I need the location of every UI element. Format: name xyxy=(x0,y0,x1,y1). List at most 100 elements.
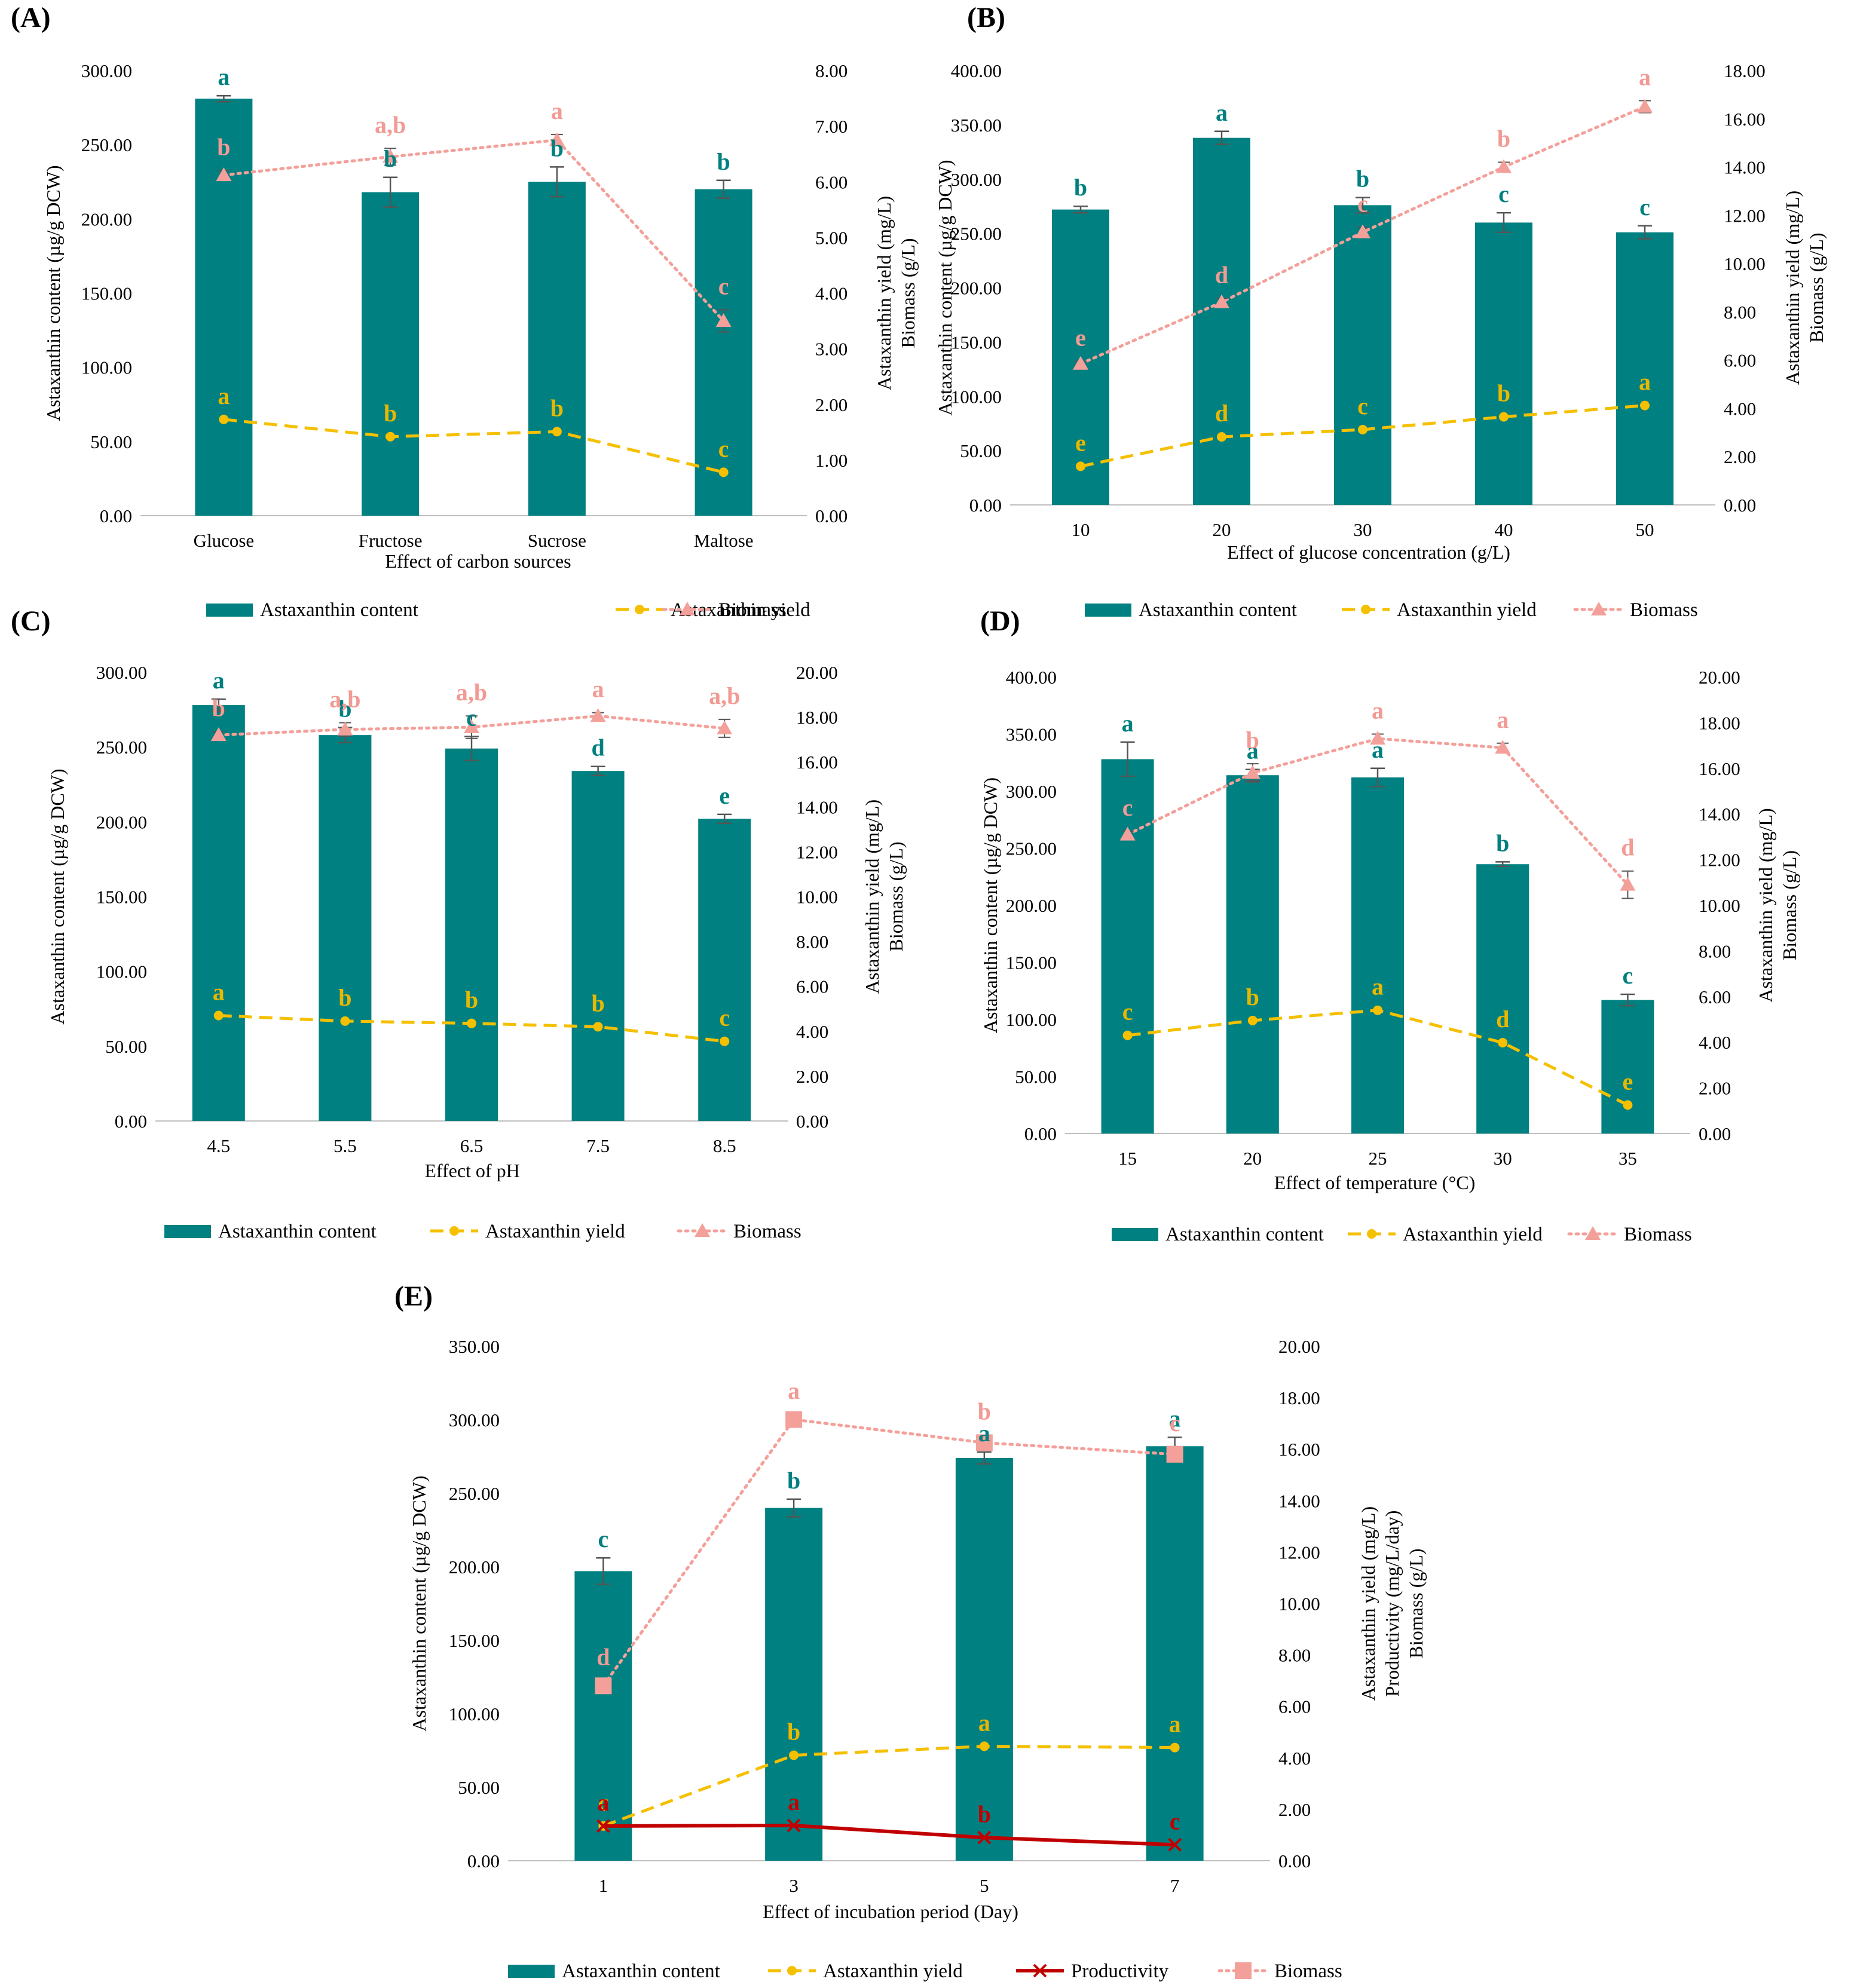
content-bar xyxy=(1475,222,1532,505)
right-tick-label: 12.00 xyxy=(1278,1542,1320,1563)
right-axis-title: Biomass (g/L) xyxy=(1405,1549,1427,1659)
right-tick-label: 6.00 xyxy=(796,976,828,997)
right-tick-label: 0.00 xyxy=(1699,1123,1731,1144)
content-error-bar xyxy=(1356,197,1370,214)
content-sig-letter: b xyxy=(717,148,730,175)
right-axis-title: Astaxanthin yield (mg/L) xyxy=(1755,808,1776,1002)
biomass-point xyxy=(1370,731,1385,745)
yield-point xyxy=(1373,1005,1382,1015)
right-tick-label: 6.00 xyxy=(1278,1696,1311,1717)
left-tick-label: 0.00 xyxy=(100,506,132,526)
right-tick-label: 8.00 xyxy=(796,932,828,952)
right-tick-label: 16.00 xyxy=(1724,109,1766,130)
right-tick-label: 0.00 xyxy=(815,506,848,526)
content-sig-letter: c xyxy=(1498,180,1509,207)
right-tick-label: 20.00 xyxy=(796,662,838,683)
yield-point xyxy=(1358,424,1367,434)
yield-sig-letter: b xyxy=(384,400,397,427)
content-sig-letter: c xyxy=(466,704,477,731)
legend-label-content: Astaxanthin content xyxy=(562,1961,720,1982)
biomass-point xyxy=(1119,826,1136,841)
biomass-sig-letter: a xyxy=(1372,697,1384,724)
content-bar xyxy=(955,1457,1013,1861)
content-error-bar xyxy=(1495,861,1510,868)
content-sig-letter: b xyxy=(1496,829,1509,856)
content-sig-letter: d xyxy=(591,734,604,761)
biomass-line xyxy=(601,1418,1177,1687)
right-tick-label: 16.00 xyxy=(1278,1439,1320,1460)
x-tick-label: Maltose xyxy=(694,530,754,551)
content-error-bar xyxy=(211,698,226,712)
legend-label-biomass: Biomass xyxy=(718,599,787,621)
yield-point xyxy=(720,1036,730,1046)
biomass-sig-letter: a xyxy=(1497,706,1509,733)
biomass-point xyxy=(785,1411,803,1428)
biomass-point xyxy=(695,1223,710,1237)
x-tick-label: 4.5 xyxy=(207,1135,230,1156)
yield-sig-letter: c xyxy=(1122,998,1133,1025)
biomass-sig-letter: d xyxy=(1215,262,1228,289)
content-bar xyxy=(574,1571,632,1861)
chart-panel-4: (E)0.0050.00100.00150.00200.00250.00300.… xyxy=(394,1281,1427,1982)
biomass-sig-letter: d xyxy=(596,1644,610,1671)
right-tick-label: 0.00 xyxy=(1724,495,1756,516)
x-axis-title: Effect of incubation period (Day) xyxy=(763,1901,1018,1922)
left-tick-label: 150.00 xyxy=(81,283,132,304)
left-axis-title: Astaxanthin content (µg/g DCW) xyxy=(980,777,1001,1033)
x-tick-label: 50 xyxy=(1636,519,1654,540)
left-tick-label: 150.00 xyxy=(951,332,1002,353)
right-tick-label: 14.00 xyxy=(1724,157,1766,178)
content-error-bar xyxy=(787,1498,801,1518)
yield-sig-letter: e xyxy=(1075,429,1086,456)
right-tick-label: 2.00 xyxy=(796,1066,828,1087)
content-sig-letter: a xyxy=(1247,737,1259,764)
left-axis-title: Astaxanthin content (µg/g DCW) xyxy=(408,1475,430,1731)
content-error-bar xyxy=(591,765,605,776)
content-error-bar xyxy=(549,166,564,198)
yield-sig-letter: c xyxy=(719,1004,730,1031)
yield-line xyxy=(602,1744,1175,1828)
biomass-point xyxy=(464,719,479,733)
x-tick-label: 35 xyxy=(1619,1148,1637,1169)
content-error-bar xyxy=(596,1557,611,1585)
biomass-sig-letter: a xyxy=(551,97,563,124)
legend-label-content: Astaxanthin content xyxy=(260,599,418,621)
right-tick-label: 4.00 xyxy=(1724,398,1756,419)
panel-label: (E) xyxy=(394,1281,433,1312)
content-sig-letter: a xyxy=(1372,736,1384,763)
x-tick-label: 30 xyxy=(1354,519,1372,540)
left-axis-title: Astaxanthin content (µg/g DCW) xyxy=(47,768,68,1024)
right-tick-label: 1.00 xyxy=(815,450,848,471)
yield-sig-letter: c xyxy=(718,435,729,462)
left-tick-label: 250.00 xyxy=(81,134,132,155)
x-tick-label: Fructose xyxy=(359,530,423,551)
panel-label: (B) xyxy=(967,2,1005,33)
biomass-sig-letter: a,b xyxy=(329,685,360,712)
yield-sig-letter: a xyxy=(213,979,225,1006)
biomass-point xyxy=(1244,765,1261,779)
biomass-sig-letter: c xyxy=(718,272,729,299)
right-tick-label: 2.00 xyxy=(815,394,848,415)
right-tick-label: 4.00 xyxy=(815,283,848,304)
x-tick-label: 7 xyxy=(1170,1875,1180,1896)
yield-point xyxy=(1623,1100,1633,1110)
yield-point xyxy=(635,605,644,614)
left-tick-label: 50.00 xyxy=(105,1036,147,1057)
left-tick-label: 200.00 xyxy=(81,209,132,229)
yield-point xyxy=(1498,1037,1508,1047)
right-tick-label: 8.00 xyxy=(1724,302,1756,323)
legend-label-yield: Astaxanthin yield xyxy=(1397,599,1537,621)
content-sig-letter: b xyxy=(1356,166,1369,192)
content-error-bar xyxy=(977,1451,992,1465)
biomass-point xyxy=(1073,356,1088,370)
left-tick-label: 400.00 xyxy=(1006,667,1057,688)
content-bar xyxy=(1101,759,1154,1134)
left-tick-label: 350.00 xyxy=(449,1336,500,1357)
yield-sig-letter: b xyxy=(787,1718,800,1745)
legend-label-content: Astaxanthin content xyxy=(1139,599,1297,621)
x-axis-title: Effect of glucose concentration (g/L) xyxy=(1227,541,1510,563)
right-axis-title: Biomass (g/L) xyxy=(885,842,907,952)
